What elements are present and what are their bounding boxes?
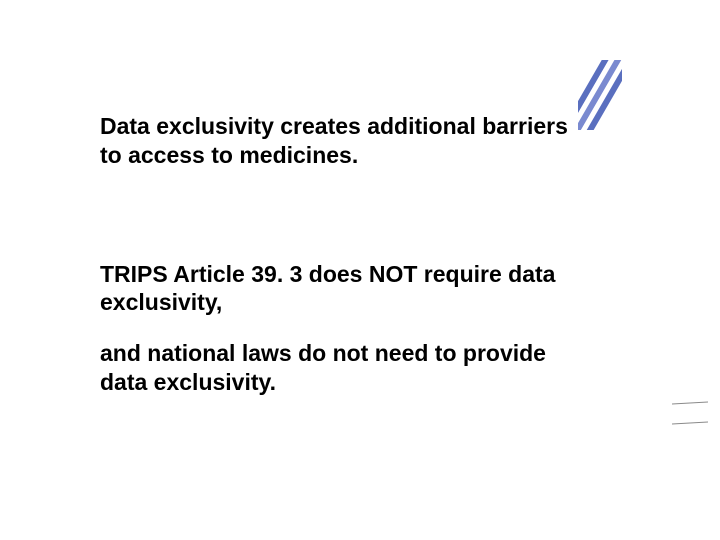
paragraph-1: Data exclusivity creates additional barr… (100, 112, 580, 170)
paragraph-3: and national laws do not need to provide… (100, 339, 580, 397)
slide-body: Data exclusivity creates additional barr… (100, 112, 580, 397)
corner-accent-icon (578, 60, 622, 130)
footer-mark-icon (672, 400, 708, 430)
paragraph-2: TRIPS Article 39. 3 does NOT require dat… (100, 260, 580, 318)
slide: Data exclusivity creates additional barr… (0, 0, 720, 540)
